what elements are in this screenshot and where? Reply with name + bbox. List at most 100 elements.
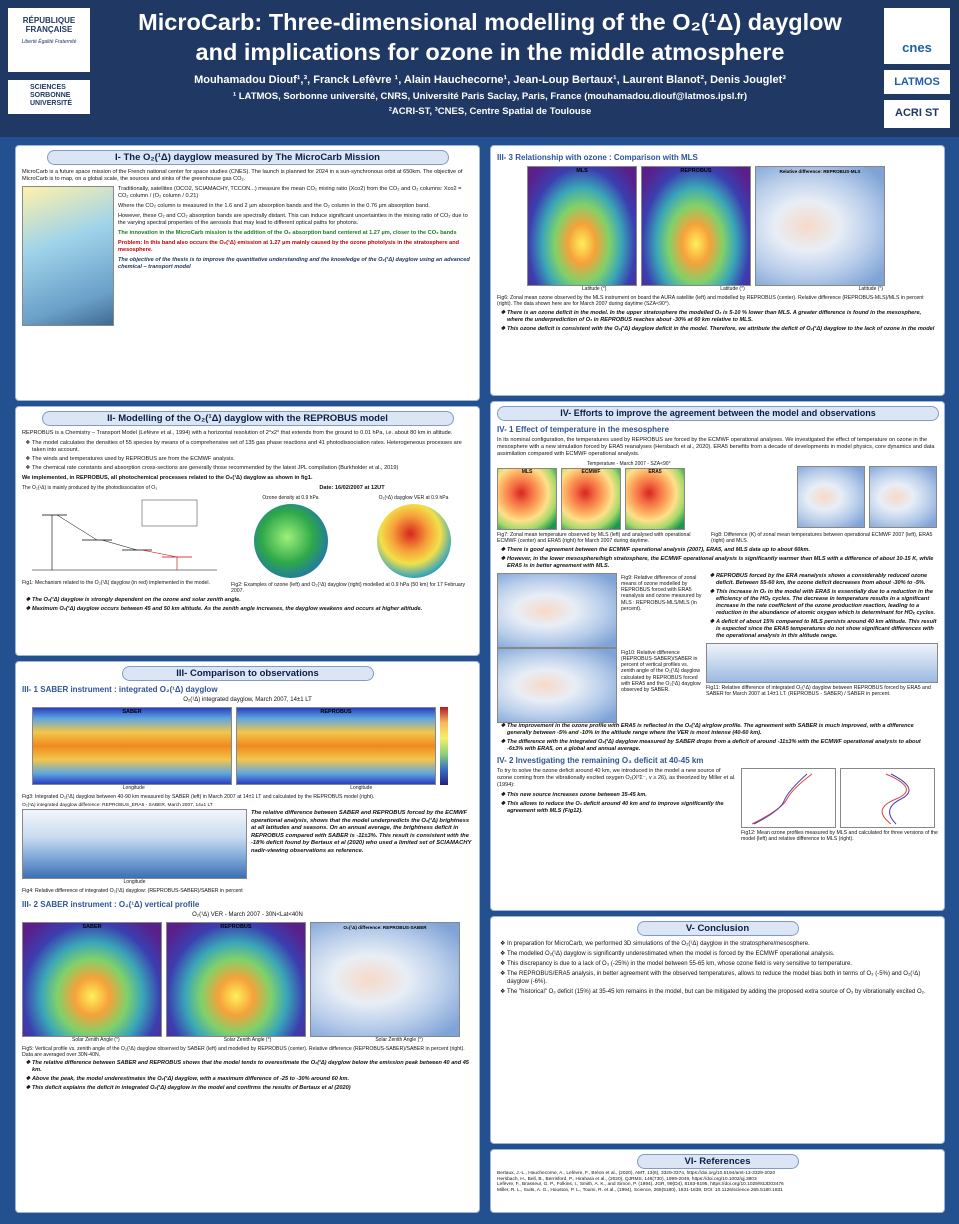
bullet: The model calculates the densities of 55… xyxy=(32,440,473,454)
figure-temperature: ECMWF xyxy=(561,468,621,530)
figure-globe xyxy=(377,504,451,578)
header: RÉPUBLIQUE FRANÇAISE Liberté Égalité Fra… xyxy=(0,0,959,137)
bullet: This deficit explains the deficit in int… xyxy=(32,1085,473,1092)
paragraph: REPROBUS is a Chemistry – Transport Mode… xyxy=(22,430,473,437)
bullet: The "historical" O₃ deficit (15%) at 35-… xyxy=(507,988,938,996)
figure-temperature: ERA5 xyxy=(625,468,685,530)
logo-acri: ACRI ST xyxy=(884,100,950,128)
bullet-list: The model calculates the densities of 55… xyxy=(22,440,473,472)
figure-map xyxy=(706,643,938,683)
panel-label: REPROBUS xyxy=(167,924,305,931)
figure-title: O₂(¹Δ) dayglow VER at 0.9 hPa xyxy=(359,495,469,502)
figure-title: Ozone density at 0.9 hPa xyxy=(236,495,346,502)
caption: Fig10: Relative difference (REPROBUS-SAB… xyxy=(621,650,702,694)
figure-temperature-diff xyxy=(869,466,937,528)
bullet: The REPROBUS/ERA5 analysis, in better ag… xyxy=(507,970,938,986)
panel: IV- Efforts to improve the agreement bet… xyxy=(490,401,945,911)
poster: RÉPUBLIQUE FRANÇAISE Liberté Égalité Fra… xyxy=(0,0,959,1224)
caption: Fig7: Zonal mean temperature observed by… xyxy=(497,532,707,545)
figure-profile: SABER xyxy=(22,922,162,1037)
objective: The objective of the thesis is to improv… xyxy=(118,257,473,271)
caption: Fig11: Relative difference of integrated… xyxy=(706,685,938,698)
logo-cnes: cnes xyxy=(884,8,950,64)
bullet: The chemical rate constants and absorpti… xyxy=(32,465,473,472)
bullet-list: The improvement in the ozone profile wit… xyxy=(497,723,938,753)
bullet: This discrepancy is due to a lack of O₃ … xyxy=(507,960,938,968)
bullet: This ozone deficit is consistent with th… xyxy=(507,326,938,333)
section-title: V- Conclusion xyxy=(637,921,799,936)
axis-label: Latitude (°) xyxy=(582,286,607,293)
figure-ozone-diff xyxy=(497,573,617,648)
figure-ozone: Relative difference: REPROBUS-MLS xyxy=(755,166,885,286)
axis-label: Longitude xyxy=(123,785,145,792)
section-title: I- The O₂(¹Δ) dayglow measured by The Mi… xyxy=(47,150,449,165)
bullet: A deficit of about 15% compared to MLS p… xyxy=(716,619,938,640)
figure-title: O₂(¹Δ) integrated dayglow difference: RE… xyxy=(22,802,247,809)
figure-temperature: MLS xyxy=(497,468,557,530)
axis-label: Latitude (°) xyxy=(720,286,745,293)
bullet: In preparation for MicroCarb, we perform… xyxy=(507,940,938,948)
logo-latmos: LATMOS xyxy=(884,70,950,94)
caption: Fig6: Zonal mean ozone observed by the M… xyxy=(497,295,938,308)
logo-sorbonne: SCIENCES SORBONNE UNIVERSITÉ xyxy=(8,80,90,114)
panel-label: MLS xyxy=(528,168,636,175)
figure-title: O₂(¹Δ) integrated dayglow, March 2007, 1… xyxy=(22,697,473,704)
bullet: The difference with the integrated O₂(¹Δ… xyxy=(507,739,938,753)
caption: Fig8: Difference (K) of zonal mean tempe… xyxy=(711,532,938,545)
logo-text: Liberté Égalité Fraternité xyxy=(8,38,90,47)
affiliation: ¹ LATMOS, Sorbonne université, CNRS, Uni… xyxy=(110,91,870,102)
paragraph: However, these O₂ and CO₂ absorption ban… xyxy=(118,213,473,227)
paragraph-list: Traditionally, satellites (OCO2, SCIAMAC… xyxy=(118,186,473,227)
section-title: III- Comparison to observations xyxy=(122,666,374,681)
panel-label: SABER xyxy=(23,924,161,931)
bullet: There is good agreement between the ECMW… xyxy=(507,547,938,554)
panel-label: SABER xyxy=(33,709,231,716)
caption: Fig5: Vertical profile vs. zenith angle … xyxy=(22,1046,473,1059)
figure-title: Date: 16/02/2007 at 12UT xyxy=(231,485,473,492)
paragraph: To try to solve the ozone deficit around… xyxy=(497,768,737,789)
figure-profile: REPROBUS xyxy=(166,922,306,1037)
bullet: Above the peak, the model underestimates… xyxy=(32,1076,473,1083)
figure-diagram xyxy=(22,495,227,575)
bullet: The improvement in the ozone profile wit… xyxy=(507,723,938,737)
figure-ozone: REPROBUS xyxy=(641,166,751,286)
figure-profiles xyxy=(741,768,836,828)
paragraph: Where the CO₂ column is measured in the … xyxy=(118,203,473,210)
caption: Fig9: Relative difference of zonal means… xyxy=(621,575,702,613)
bullet-list: The O₂(¹Δ) dayglow is strongly dependent… xyxy=(22,597,473,613)
caption: Fig1: Mechanism related to the O₂(¹Δ) da… xyxy=(22,580,227,586)
axis-label: Latitude (°) xyxy=(859,286,884,293)
caption: Fig3: Integrated O₂(¹Δ) dayglow between … xyxy=(22,794,473,800)
panel: V- Conclusion In preparation for MicroCa… xyxy=(490,916,945,1144)
bullet: This new source increases ozone between … xyxy=(507,792,737,799)
paragraph: In its nominal configuration, the temper… xyxy=(497,437,938,458)
bullet-list: In preparation for MicroCarb, we perform… xyxy=(497,940,938,996)
section-title: VI- References xyxy=(637,1154,799,1169)
figure-map: REPROBUS xyxy=(236,707,436,785)
paragraph: The relative difference between SABER an… xyxy=(251,810,473,855)
caption: Fig2: Examples of ozone (left) and O₂(¹Δ… xyxy=(231,582,473,595)
bullet: However, in the lower mesosphere/high st… xyxy=(507,556,938,570)
figure-title: O₂(¹Δ) VER - March 2007 - 30N<Lat<40N xyxy=(22,912,473,919)
panel-label: Relative difference: REPROBUS-MLS xyxy=(756,168,884,175)
paragraph: MicroCarb is a future space mission of t… xyxy=(22,169,473,183)
bullet: This increase in O₃ in the model with ER… xyxy=(716,589,938,617)
caption: Fig4: Relative difference of integrated … xyxy=(22,888,247,894)
bullet: The winds and temperatures used by REPRO… xyxy=(32,456,473,463)
highlight: The innovation in the MicroCarb mission … xyxy=(118,230,473,237)
bullet-list: There is an ozone deficit in the model. … xyxy=(497,310,938,333)
bullet: Maximum O₂(¹Δ) dayglow occurs between 45… xyxy=(32,606,473,613)
axis-label: Longitude xyxy=(22,879,247,886)
bullet: REPROBUS forced by the ERA reanalysis sh… xyxy=(716,573,938,587)
figure-profile: O₂(¹Δ) difference: REPROBUS-SABER xyxy=(310,922,460,1037)
affiliation: ²ACRI-ST, ³CNES, Centre Spatial de Toulo… xyxy=(110,106,870,117)
figure-map: SABER xyxy=(32,707,232,785)
logo-text: RÉPUBLIQUE FRANÇAISE xyxy=(8,16,90,34)
bullet: The modelled O₂(¹Δ) dayglow is significa… xyxy=(507,950,938,958)
panel: II- Modelling of the O₂(¹Δ) dayglow with… xyxy=(15,406,480,656)
bullet: There is an ozone deficit in the model. … xyxy=(507,310,938,324)
figure-title: The O₂(¹Δ) is mainly produced by the pho… xyxy=(22,485,227,492)
subsection-title: III- 1 SABER instrument : integrated O₂(… xyxy=(22,685,473,695)
panel-label: REPROBUS xyxy=(642,168,750,175)
axis-label: Solar Zenith Angle (°) xyxy=(72,1037,120,1044)
